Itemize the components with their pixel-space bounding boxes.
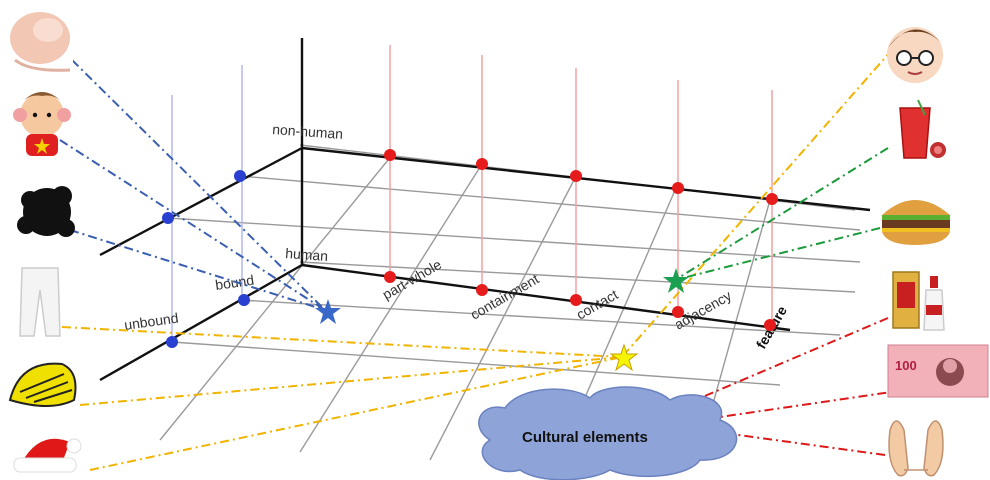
red-dot: [570, 170, 582, 182]
liquor-bottle-icon: [892, 271, 945, 331]
banknote-icon: 100: [887, 344, 989, 398]
open-hands-icon: [888, 420, 944, 477]
banknote-value: 100: [895, 358, 917, 373]
blue-connector: [71, 59, 326, 311]
hamburger-icon: [882, 200, 950, 245]
glasses-boy-icon: [887, 27, 944, 83]
yellow-connector: [79, 356, 623, 406]
grid-depth-line: [167, 217, 861, 263]
blue-dot: [234, 170, 246, 182]
grid-depth-line: [239, 175, 861, 231]
yellow-connector: [89, 356, 623, 471]
yellow-connector: [621, 34, 906, 358]
label-unbound: unbound: [123, 310, 179, 333]
blue-dot: [238, 294, 250, 306]
label-human: human: [285, 245, 329, 264]
grid-depth-line: [239, 299, 841, 336]
bike-helmet-icon: [8, 362, 77, 407]
right-icons: 100: [882, 27, 989, 477]
grid-depth-line: [299, 261, 856, 293]
label-non-human: non-human: [272, 121, 344, 142]
grid-cross-line: [429, 175, 577, 461]
stars: [315, 268, 689, 372]
cloud-label: Cultural elements: [522, 429, 648, 446]
blue-star: [315, 299, 341, 324]
cultural-elements-cloud: Cultural elements: [478, 386, 738, 480]
human-axis: [301, 263, 791, 332]
red-dot: [672, 182, 684, 194]
white-pants-icon: [19, 267, 61, 337]
cartoon-boy-icon: [13, 92, 71, 156]
green-connector: [674, 227, 881, 281]
red-connector: [664, 389, 906, 426]
juice-glass-icon: [899, 99, 946, 159]
santa-hat-icon: [13, 438, 82, 473]
main-axes: [99, 38, 871, 382]
red-connector: [664, 317, 889, 414]
grid-depth-line: [171, 341, 781, 386]
red-dot: [384, 149, 396, 161]
red-dot: [764, 319, 776, 331]
yellow-connector: [61, 326, 623, 358]
blue-connector: [69, 229, 326, 311]
blue-dots: [162, 170, 250, 348]
red-dot: [476, 158, 488, 170]
blue-dot: [166, 336, 178, 348]
blue-connector: [59, 139, 326, 311]
green-connector: [674, 147, 889, 281]
red-dots: [384, 149, 778, 331]
red-dot: [384, 271, 396, 283]
red-dot: [766, 193, 778, 205]
grid-cross-line: [299, 163, 483, 453]
cloud-shape: [478, 386, 738, 480]
grid-cross-line: [159, 159, 389, 441]
blue-dot: [162, 212, 174, 224]
red-dot: [570, 294, 582, 306]
left-upper-axis: [99, 146, 303, 257]
finger-icon: [5, 5, 73, 75]
left-icons: [5, 5, 82, 473]
label-contact: contact: [574, 286, 621, 322]
green-star: [663, 268, 689, 293]
yellow-star: [609, 343, 639, 372]
red-dot: [476, 284, 488, 296]
vertical-guides: [171, 45, 773, 342]
left-lower-axis: [99, 263, 303, 382]
black-hair-icon: [17, 186, 75, 237]
red-dot: [672, 306, 684, 318]
